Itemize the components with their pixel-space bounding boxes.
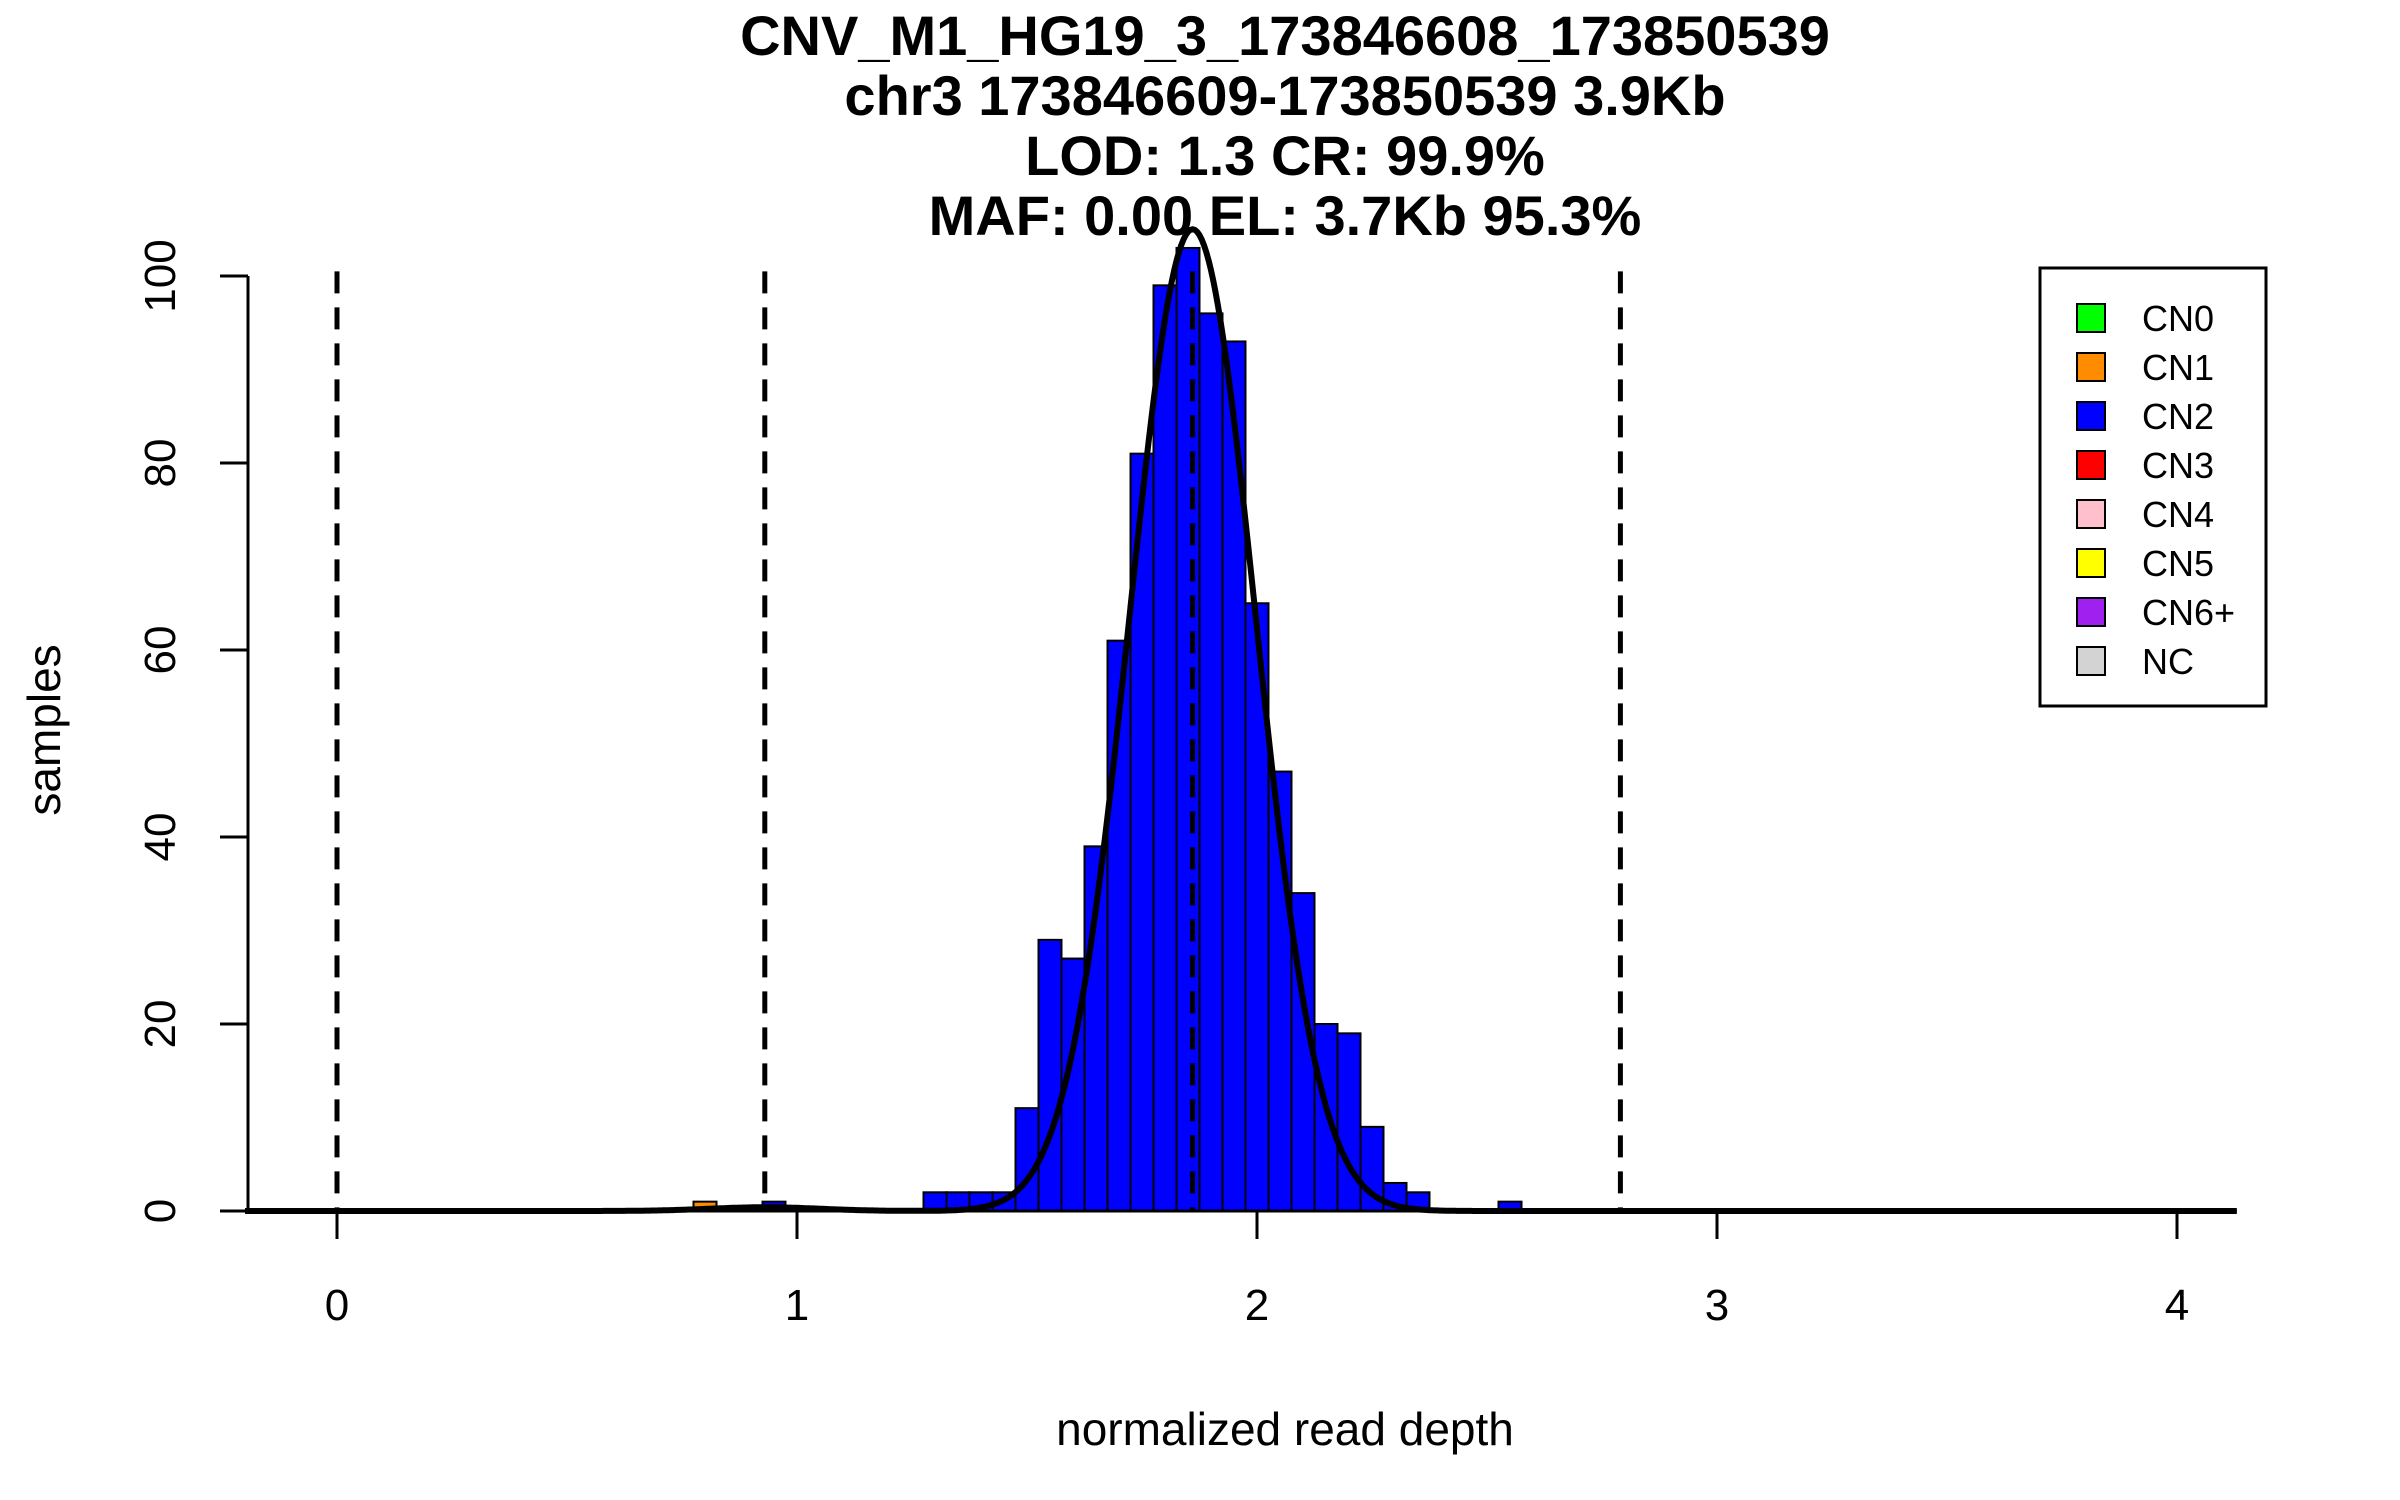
x-tick-label-1: 1 (785, 1281, 809, 1330)
legend-label-cn1: CN1 (2142, 347, 2214, 388)
y-tick-label-3: 60 (136, 626, 185, 675)
legend-swatch-cn4 (2076, 499, 2106, 529)
y-axis: 0 20 40 60 80 100 (136, 239, 250, 1223)
x-tick-label-3: 3 (1705, 1281, 1729, 1330)
legend-label-nc: NC (2142, 641, 2194, 682)
copy-number-cutoff-lines (334, 271, 1623, 1211)
y-tick-label-2: 40 (136, 813, 185, 862)
title-line-3: LOD: 1.3 CR: 99.9% (1025, 124, 1545, 187)
y-tick-label-1: 20 (136, 1000, 185, 1049)
title-line-2: chr3 173846609-173850539 3.9Kb (844, 64, 1725, 127)
legend-box (2038, 266, 2268, 708)
legend-swatch-cn3 (2076, 450, 2106, 480)
legend-label-cn2: CN2 (2142, 396, 2214, 437)
legend-swatch-cn5 (2076, 548, 2106, 578)
bar-cn2-12 (1175, 246, 1201, 1212)
bar-cn2-13 (1198, 312, 1224, 1212)
y-tick-label-5: 100 (136, 239, 185, 312)
legend-swatch-cn2 (2076, 401, 2106, 431)
legend: CN0 CN1 CN2 CN3 CN4 CN5 CN6+ NC (2038, 266, 2268, 708)
legend-swatch-cn6plus (2076, 597, 2106, 627)
bar-cn2-6 (1037, 938, 1063, 1212)
title-line-1: CNV_M1_HG19_3_173846608_173850539 (740, 4, 1830, 67)
chart-title: CNV_M1_HG19_3_173846608_173850539 chr3 1… (740, 4, 1830, 247)
legend-label-cn5: CN5 (2142, 543, 2214, 584)
legend-label-cn0: CN0 (2142, 298, 2214, 339)
x-axis-label: normalized read depth (1056, 1403, 1514, 1455)
bar-cn2-18 (1313, 1023, 1339, 1212)
y-axis-label: samples (18, 644, 70, 815)
legend-swatch-nc (2076, 646, 2106, 676)
bar-cn2-19 (1336, 1032, 1362, 1212)
x-axis: 0 1 2 3 4 (248, 1209, 2236, 1330)
bar-cn2-5 (1014, 1107, 1040, 1213)
y-tick-label-0: 0 (136, 1199, 185, 1223)
x-tick-label-2: 2 (1245, 1281, 1269, 1330)
legend-swatch-cn0 (2076, 303, 2106, 333)
legend-label-cn6plus: CN6+ (2142, 592, 2235, 633)
x-tick-label-4: 4 (2165, 1281, 2189, 1330)
x-tick-label-0: 0 (325, 1281, 349, 1330)
title-line-4: MAF: 0.00 EL: 3.7Kb 95.3% (929, 184, 1642, 247)
legend-label-cn3: CN3 (2142, 445, 2214, 486)
legend-label-cn4: CN4 (2142, 494, 2214, 535)
y-tick-label-4: 80 (136, 439, 185, 488)
legend-swatch-cn1 (2076, 352, 2106, 382)
bar-cn2-11 (1152, 284, 1178, 1213)
